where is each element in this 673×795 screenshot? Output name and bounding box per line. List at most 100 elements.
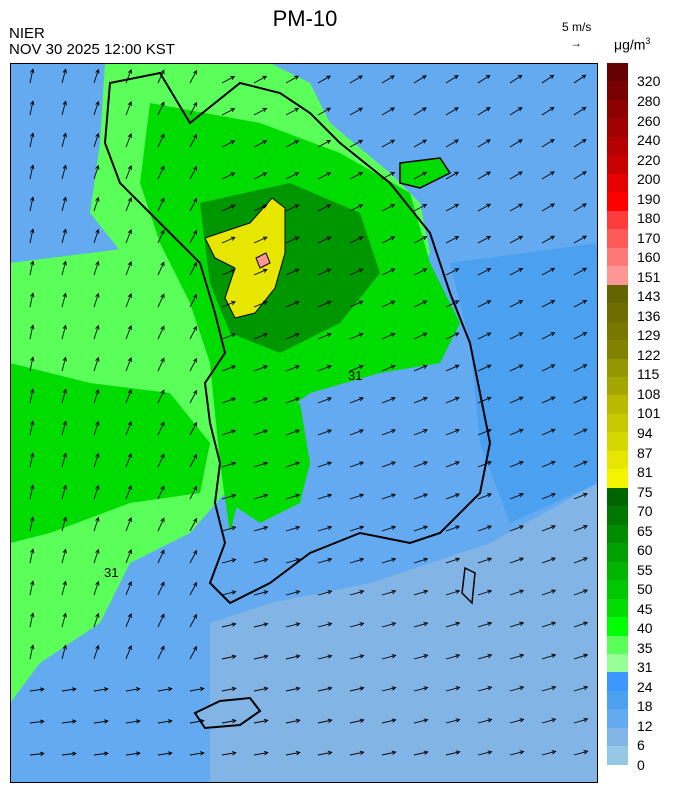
wind-arrow-icon <box>157 751 173 756</box>
wind-arrow-icon <box>573 685 589 692</box>
wind-arrow-icon <box>221 558 237 564</box>
wind-arrow-icon <box>573 525 588 532</box>
wind-arrow-icon <box>253 268 268 276</box>
wind-arrow-icon <box>317 365 332 372</box>
wind-arrow-icon <box>29 580 35 596</box>
wind-arrow-icon <box>381 139 396 148</box>
wind-arrow-icon <box>509 621 525 628</box>
colorbar-band <box>607 690 628 710</box>
wind-arrow-icon <box>445 107 459 116</box>
wind-arrow-icon <box>221 718 237 724</box>
wind-arrow-icon <box>509 235 524 244</box>
wind-arrow-icon <box>253 558 269 564</box>
wind-arrow-icon <box>221 429 237 436</box>
wind-arrow-icon <box>413 364 428 372</box>
wind-arrow-icon <box>317 654 333 660</box>
wind-arrow-icon <box>413 204 428 212</box>
wind-arrow-icon <box>349 236 364 244</box>
wind-arrow-icon <box>157 549 165 564</box>
wind-arrow-icon <box>125 687 141 692</box>
wind-arrow-icon <box>541 685 557 692</box>
wind-arrow-icon <box>381 429 396 436</box>
wind-arrow-icon <box>541 460 556 468</box>
wind-arrow-icon <box>381 268 396 276</box>
wind-arrow-icon <box>29 132 35 148</box>
jeju-island <box>193 696 262 730</box>
wind-arrow-icon <box>413 139 428 148</box>
wind-arrow-icon <box>573 396 588 404</box>
wind-arrow-icon <box>349 204 364 212</box>
wind-arrow-icon <box>125 453 132 468</box>
wind-arrow-icon <box>381 750 397 756</box>
wind-arrow-icon <box>445 75 459 84</box>
wind-arrow-icon <box>541 300 556 308</box>
wind-arrow-icon <box>157 165 165 180</box>
organization-label: NIER <box>9 25 45 42</box>
wind-arrow-icon <box>413 557 429 564</box>
colorbar-band <box>607 450 628 470</box>
wind-arrow-icon <box>445 621 461 628</box>
wind-arrow-icon <box>29 228 35 244</box>
wind-arrow-icon <box>413 236 428 244</box>
wind-arrow-icon <box>285 718 301 724</box>
wind-arrow-icon <box>221 75 236 84</box>
wind-arrow-icon <box>61 164 67 180</box>
wind-arrow-icon <box>61 644 67 660</box>
colorbar-tick-label: 320 <box>637 73 661 90</box>
colorbar-band <box>607 303 628 322</box>
colorbar-band <box>607 173 628 193</box>
wind-arrow-icon <box>541 621 557 628</box>
wind-arrow-icon <box>125 357 132 372</box>
wind-arrow-icon <box>221 140 236 148</box>
wind-arrow-icon <box>381 654 397 660</box>
colorbar-band <box>607 358 628 377</box>
wind-arrow-icon <box>509 460 524 468</box>
wind-arrow-icon <box>445 396 460 404</box>
wind-arrow-icon <box>445 236 460 244</box>
wind-arrow-icon <box>477 364 492 372</box>
colorbar-band <box>607 543 628 562</box>
wind-arrow-icon <box>413 171 428 180</box>
colorbar-band <box>607 487 628 507</box>
wind-arrow-icon <box>285 590 301 596</box>
colorbar-band <box>607 432 628 451</box>
wind-arrow-icon <box>61 580 67 596</box>
colorbar-tick-label: 70 <box>637 503 653 520</box>
wind-arrow-icon <box>573 138 587 148</box>
wind-arrow-icon <box>349 718 365 724</box>
wind-arrow-icon <box>573 332 588 340</box>
wind-arrow-icon <box>541 589 557 596</box>
wind-arrow-icon <box>189 389 198 404</box>
wind-arrow-icon <box>445 557 461 564</box>
wind-arrow-icon <box>477 171 492 180</box>
wind-arrow-icon <box>221 590 237 596</box>
wind-arrow-icon <box>93 751 109 756</box>
wind-arrow-icon <box>93 68 100 84</box>
wind-arrow-icon <box>61 452 67 468</box>
colorbar-band <box>607 617 628 636</box>
wind-arrow-icon <box>317 525 333 532</box>
colorbar-band <box>607 118 628 137</box>
colorbar-tick-label: 240 <box>637 132 661 149</box>
wind-arrow-icon <box>413 300 428 308</box>
wind-arrow-icon <box>253 429 269 436</box>
wind-arrow-icon <box>317 107 332 116</box>
wind-arrow-icon <box>221 204 236 212</box>
wind-arrow-icon <box>541 396 556 404</box>
wind-arrow-icon <box>29 644 35 660</box>
wind-arrow-icon <box>317 268 332 276</box>
wind-arrow-icon <box>285 204 300 212</box>
wind-arrow-icon <box>541 332 556 340</box>
wind-arrow-icon <box>509 203 524 212</box>
colorbar-band <box>607 99 628 119</box>
colorbar-tick-label: 0 <box>637 757 645 773</box>
colorbar-tick-label: 170 <box>637 229 661 246</box>
wind-arrow-icon <box>349 750 365 756</box>
wind-arrow-icon <box>125 229 132 244</box>
wind-arrow-icon <box>93 164 100 180</box>
wind-arrow-icon <box>349 654 365 660</box>
wind-arrow-icon <box>413 107 427 116</box>
wind-arrow-icon <box>221 236 236 244</box>
wind-arrow-icon <box>573 717 589 724</box>
yellow-sea-green-core <box>10 363 210 543</box>
